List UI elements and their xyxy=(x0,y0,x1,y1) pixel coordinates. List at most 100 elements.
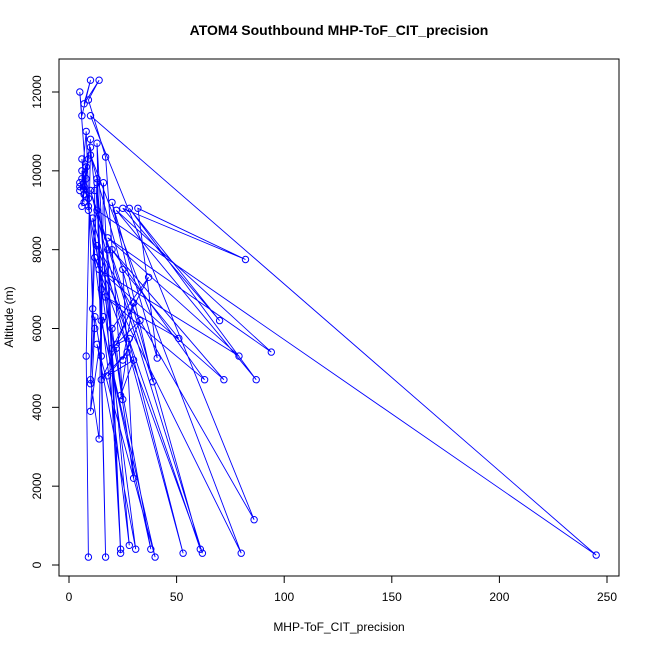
data-point xyxy=(129,356,138,364)
data-point xyxy=(76,179,84,187)
data-point xyxy=(80,100,88,108)
chart-title: ATOM4 Southbound MHP-ToF_CIT_precision xyxy=(190,22,489,38)
x-tick-label: 200 xyxy=(489,590,509,604)
data-point xyxy=(95,265,103,274)
data-point xyxy=(252,376,260,384)
data-point xyxy=(237,549,245,557)
data-point xyxy=(125,204,134,213)
data-point xyxy=(104,372,112,380)
data-layer xyxy=(76,76,600,561)
data-point xyxy=(86,407,95,415)
data-point xyxy=(112,206,121,215)
data-point xyxy=(91,186,99,195)
data-point xyxy=(82,352,90,360)
data-point xyxy=(132,545,140,553)
data-point xyxy=(179,549,187,557)
data-point xyxy=(84,553,93,561)
data-point xyxy=(82,163,90,171)
data-point xyxy=(134,204,142,213)
data-point xyxy=(119,265,127,274)
data-point xyxy=(93,206,101,215)
data-point xyxy=(86,380,95,388)
data-point xyxy=(220,376,228,384)
data-point xyxy=(84,155,93,163)
data-point xyxy=(93,340,101,348)
data-point xyxy=(91,313,99,321)
series-line xyxy=(79,79,597,558)
data-point xyxy=(97,376,106,384)
data-point xyxy=(125,334,134,343)
data-point xyxy=(108,324,116,333)
data-point xyxy=(104,246,112,254)
data-point xyxy=(86,143,95,151)
data-point xyxy=(95,76,103,84)
y-tick-label: 6000 xyxy=(30,315,44,342)
data-point xyxy=(119,395,127,404)
data-point xyxy=(108,344,116,352)
data-point xyxy=(97,285,106,293)
data-point xyxy=(104,234,112,242)
data-point xyxy=(108,198,116,207)
data-point xyxy=(198,549,207,557)
data-point xyxy=(80,198,88,207)
data-point xyxy=(116,545,125,553)
y-tick-label: 12000 xyxy=(30,75,44,109)
data-point xyxy=(91,324,99,333)
x-tick-label: 0 xyxy=(66,590,73,604)
data-point xyxy=(108,246,116,254)
data-point xyxy=(89,214,97,222)
y-tick-label: 2000 xyxy=(30,472,44,499)
data-point xyxy=(119,356,127,364)
data-point xyxy=(82,175,90,183)
data-point xyxy=(196,545,205,553)
data-point xyxy=(267,348,275,356)
y-axis-label: Altitude (m) xyxy=(2,286,16,347)
data-point xyxy=(235,352,243,360)
data-point xyxy=(123,348,131,356)
data-point xyxy=(76,88,84,96)
data-point xyxy=(125,541,134,549)
data-point xyxy=(86,376,95,384)
data-point xyxy=(93,175,101,183)
data-point xyxy=(215,316,224,325)
data-point xyxy=(86,135,95,144)
data-point xyxy=(99,313,108,321)
x-tick-label: 100 xyxy=(274,590,294,604)
data-point xyxy=(84,96,93,104)
data-point xyxy=(149,378,157,386)
data-point xyxy=(86,76,95,84)
y-tick-label: 0 xyxy=(30,561,44,568)
data-point xyxy=(101,293,110,301)
data-point xyxy=(101,153,110,161)
data-point xyxy=(153,354,161,362)
data-point xyxy=(200,376,209,384)
data-point xyxy=(78,202,86,211)
data-point xyxy=(93,139,101,147)
data-point xyxy=(112,344,121,352)
data-point xyxy=(129,474,138,482)
data-point xyxy=(86,151,95,159)
data-point xyxy=(93,179,101,187)
data-point xyxy=(129,299,138,307)
data-point xyxy=(97,316,106,325)
data-point xyxy=(89,305,97,313)
data-point xyxy=(78,167,86,175)
data-point xyxy=(112,340,121,348)
data-point xyxy=(147,545,155,553)
data-point xyxy=(136,316,144,325)
x-tick-label: 250 xyxy=(597,590,617,604)
x-tick-label: 150 xyxy=(382,590,402,604)
x-tick-label: 50 xyxy=(170,590,184,604)
data-point xyxy=(144,273,153,281)
data-point xyxy=(95,435,103,443)
data-point xyxy=(91,253,99,262)
data-point xyxy=(86,112,95,120)
y-tick-label: 10000 xyxy=(30,154,44,188)
data-point xyxy=(78,175,86,183)
data-point xyxy=(84,194,93,203)
data-point xyxy=(80,182,88,191)
data-point xyxy=(93,242,101,250)
data-point xyxy=(116,549,125,557)
data-point xyxy=(116,391,125,400)
